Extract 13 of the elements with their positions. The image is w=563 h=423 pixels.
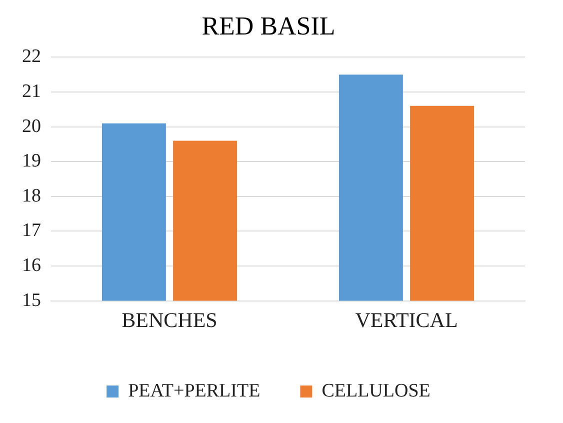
chart-title: RED BASIL: [202, 11, 336, 40]
y-tick-label: 20: [22, 116, 41, 137]
y-tick-label: 18: [22, 185, 41, 206]
y-tick-label: 15: [22, 290, 41, 311]
legend-label: PEAT+PERLITE: [128, 380, 260, 402]
y-tick-label: 16: [22, 254, 41, 276]
x-tick-label: BENCHES: [122, 308, 218, 332]
x-tick-label: VERTICAL: [355, 308, 458, 332]
y-tick-label: 22: [22, 46, 41, 68]
y-tick-label: 19: [22, 150, 41, 172]
y-tick-label: 21: [22, 80, 41, 102]
y-tick-label: 17: [22, 220, 41, 242]
legend-label: CELLULOSE: [322, 380, 430, 402]
